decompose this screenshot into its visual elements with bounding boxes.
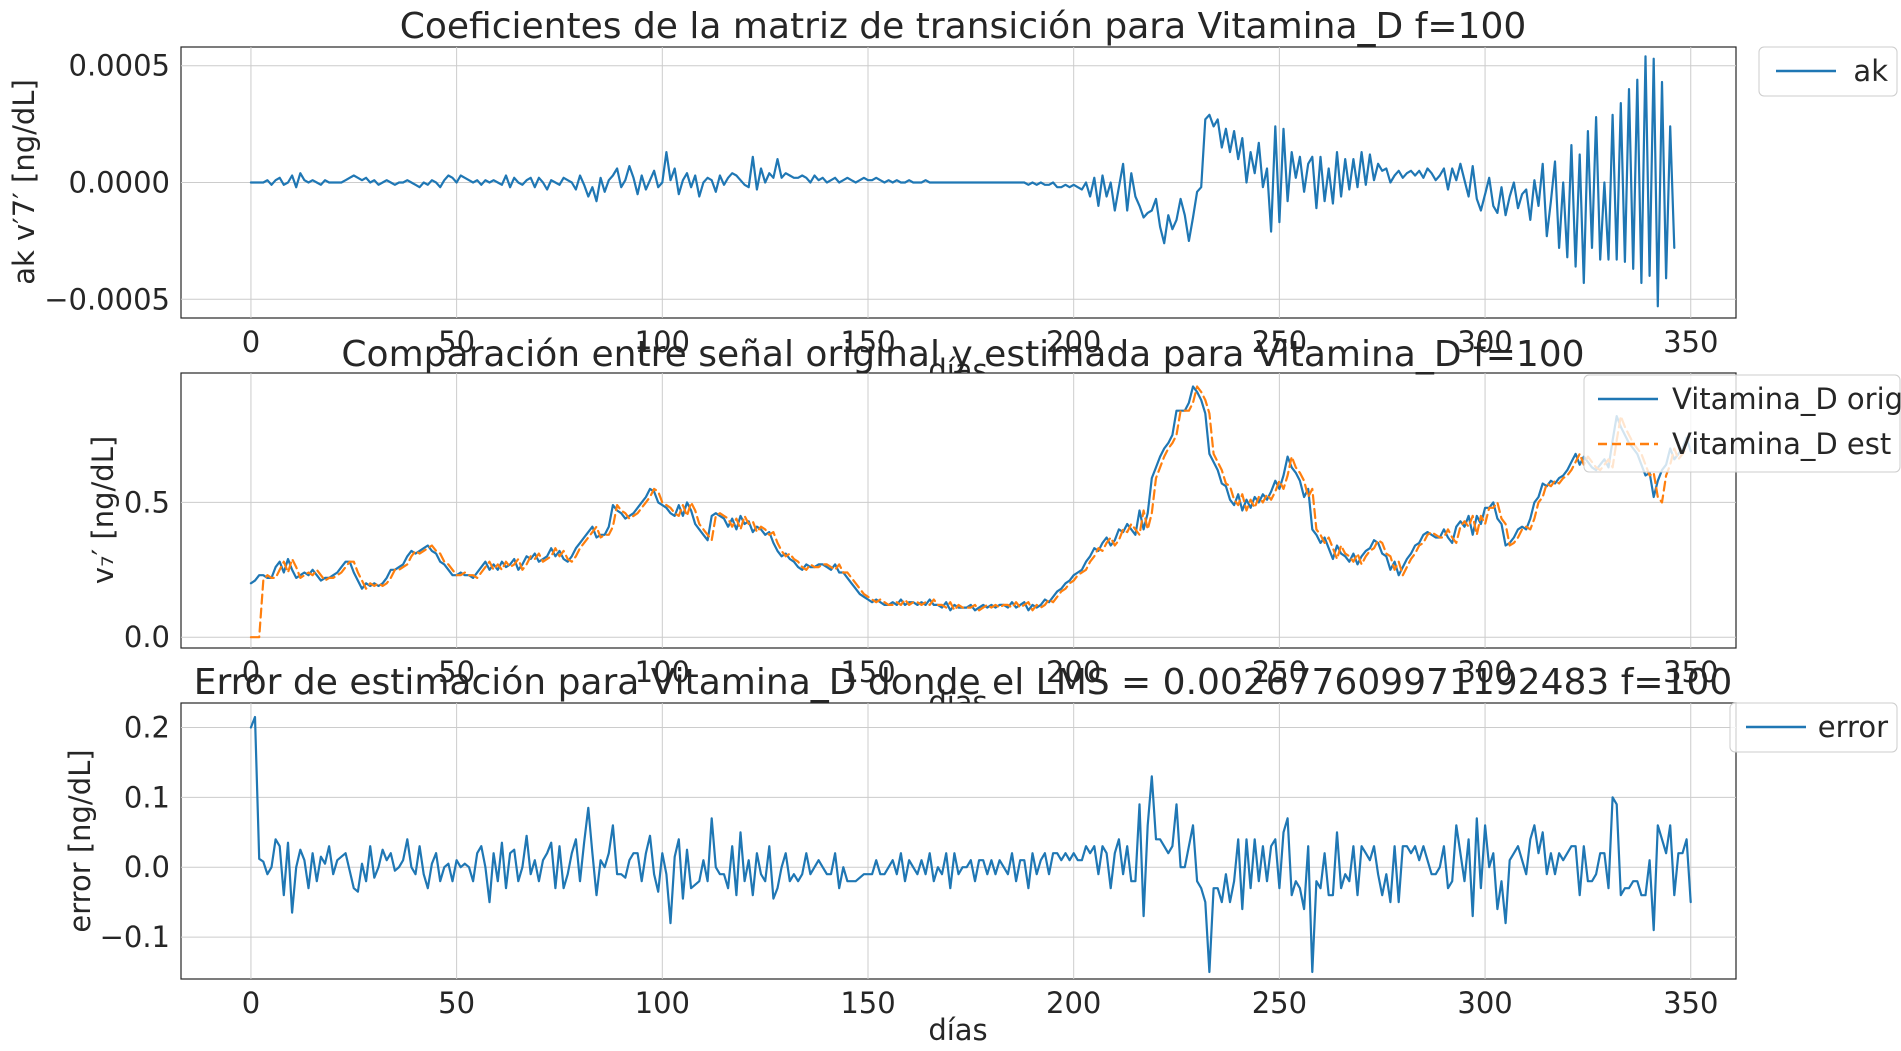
y-tick-label: 0.0 bbox=[124, 620, 170, 654]
x-tick-label: 150 bbox=[840, 655, 895, 689]
x-tick-label: 0 bbox=[242, 986, 260, 1020]
x-tick-label: 50 bbox=[438, 655, 475, 689]
x-tick-label: 200 bbox=[1046, 655, 1101, 689]
series-line-error bbox=[249, 715, 1692, 974]
y-tick-label: 0.0 bbox=[124, 850, 170, 884]
x-tick-label: 100 bbox=[635, 986, 690, 1020]
x-tick-label: 300 bbox=[1457, 986, 1512, 1020]
x-tick-label: 150 bbox=[840, 325, 895, 359]
panel-2-legend-box bbox=[1583, 374, 1901, 473]
x-tick-label: 150 bbox=[840, 986, 895, 1020]
panel-3-legend: error bbox=[1729, 702, 1898, 753]
panel-2-title: Comparación entre señal original y estim… bbox=[341, 334, 1584, 375]
x-tick-label: 250 bbox=[1252, 655, 1307, 689]
y-tick-label: 0.2 bbox=[124, 710, 170, 744]
legend-error-label: error bbox=[1818, 710, 1888, 744]
panel-3-ticks: 0 50 100 150 200 250 300 350 −0.1 0.0 0.1 0.2 bbox=[100, 710, 1719, 1020]
panel-1-ylabel: ak v′7′ [ng/dL] bbox=[7, 79, 41, 285]
panel-2-plot-area bbox=[180, 372, 1737, 649]
x-tick-label: 250 bbox=[1252, 325, 1307, 359]
legend-est-label: Vitamina_D est bbox=[1672, 427, 1891, 461]
x-tick-label: 300 bbox=[1457, 325, 1512, 359]
y-tick-label: 0.0005 bbox=[69, 49, 170, 83]
y-tick-label: 0.0000 bbox=[69, 166, 170, 200]
y-tick-label: 0.5 bbox=[124, 485, 170, 519]
x-tick-label: 200 bbox=[1046, 325, 1101, 359]
panel-1-series bbox=[249, 55, 1676, 308]
y-tick-label: −0.0005 bbox=[44, 282, 170, 316]
panel-3-plot-area bbox=[180, 702, 1737, 980]
panel-3-ylabel: error [ng/dL] bbox=[63, 749, 97, 932]
series-line-ak bbox=[249, 55, 1676, 308]
x-tick-label: 250 bbox=[1252, 986, 1307, 1020]
panel-coefficients: Coeficientes de la matriz de transición … bbox=[7, 6, 1898, 387]
x-tick-label: 100 bbox=[635, 325, 690, 359]
x-tick-label: 50 bbox=[438, 986, 475, 1020]
x-tick-label: 350 bbox=[1663, 325, 1718, 359]
x-tick-label: 50 bbox=[438, 325, 475, 359]
panel-3-series bbox=[249, 715, 1692, 974]
panel-1-legend: ak bbox=[1758, 46, 1898, 97]
panel-1-ticks: 0 50 100 150 200 250 300 350 −0.0005 0.0000 0.0005 bbox=[44, 49, 1718, 359]
panel-2-ticks: 0 50 100 150 200 250 300 350 0.0 0.5 bbox=[124, 485, 1719, 689]
panel-3-grid bbox=[181, 703, 1736, 979]
legend-orig-label: Vitamina_D orig bbox=[1672, 382, 1901, 416]
x-tick-label: 300 bbox=[1457, 655, 1512, 689]
panel-2-ylabel: v₇′ [ng/dL] bbox=[86, 436, 120, 584]
panel-2-grid bbox=[181, 373, 1736, 648]
x-tick-label: 350 bbox=[1663, 655, 1718, 689]
y-tick-label: −0.1 bbox=[100, 920, 170, 954]
panel-3-title: Error de estimación para Vitamina_D dond… bbox=[194, 662, 1733, 703]
x-tick-label: 200 bbox=[1046, 986, 1101, 1020]
legend-ak-label: ak bbox=[1853, 54, 1888, 88]
series-line-vitamina-d-est bbox=[249, 385, 1688, 639]
y-tick-label: 0.1 bbox=[124, 780, 170, 814]
panel-2-legend: Vitamina_D orig Vitamina_D est bbox=[1583, 374, 1901, 473]
x-tick-label: 100 bbox=[635, 655, 690, 689]
panel-comparison: 0 50 100 150 200 250 300 350 0.0 0.5 Comparación … bbox=[86, 334, 1901, 719]
x-tick-label: 0 bbox=[242, 655, 260, 689]
panel-3-xlabel: días bbox=[928, 1013, 987, 1047]
x-tick-label: 0 bbox=[242, 325, 260, 359]
panel-1-title: Coeficientes de la matriz de transición … bbox=[400, 6, 1527, 47]
panel-error: 0 50 100 150 200 250 300 350 −0.1 0.0 0.1 0.2 Error… bbox=[63, 662, 1898, 1047]
panel-3-legend-box bbox=[1729, 702, 1898, 753]
panel-2-series bbox=[249, 385, 1692, 639]
x-tick-label: 350 bbox=[1663, 986, 1718, 1020]
series-line-vitamina-d-orig bbox=[249, 385, 1692, 612]
